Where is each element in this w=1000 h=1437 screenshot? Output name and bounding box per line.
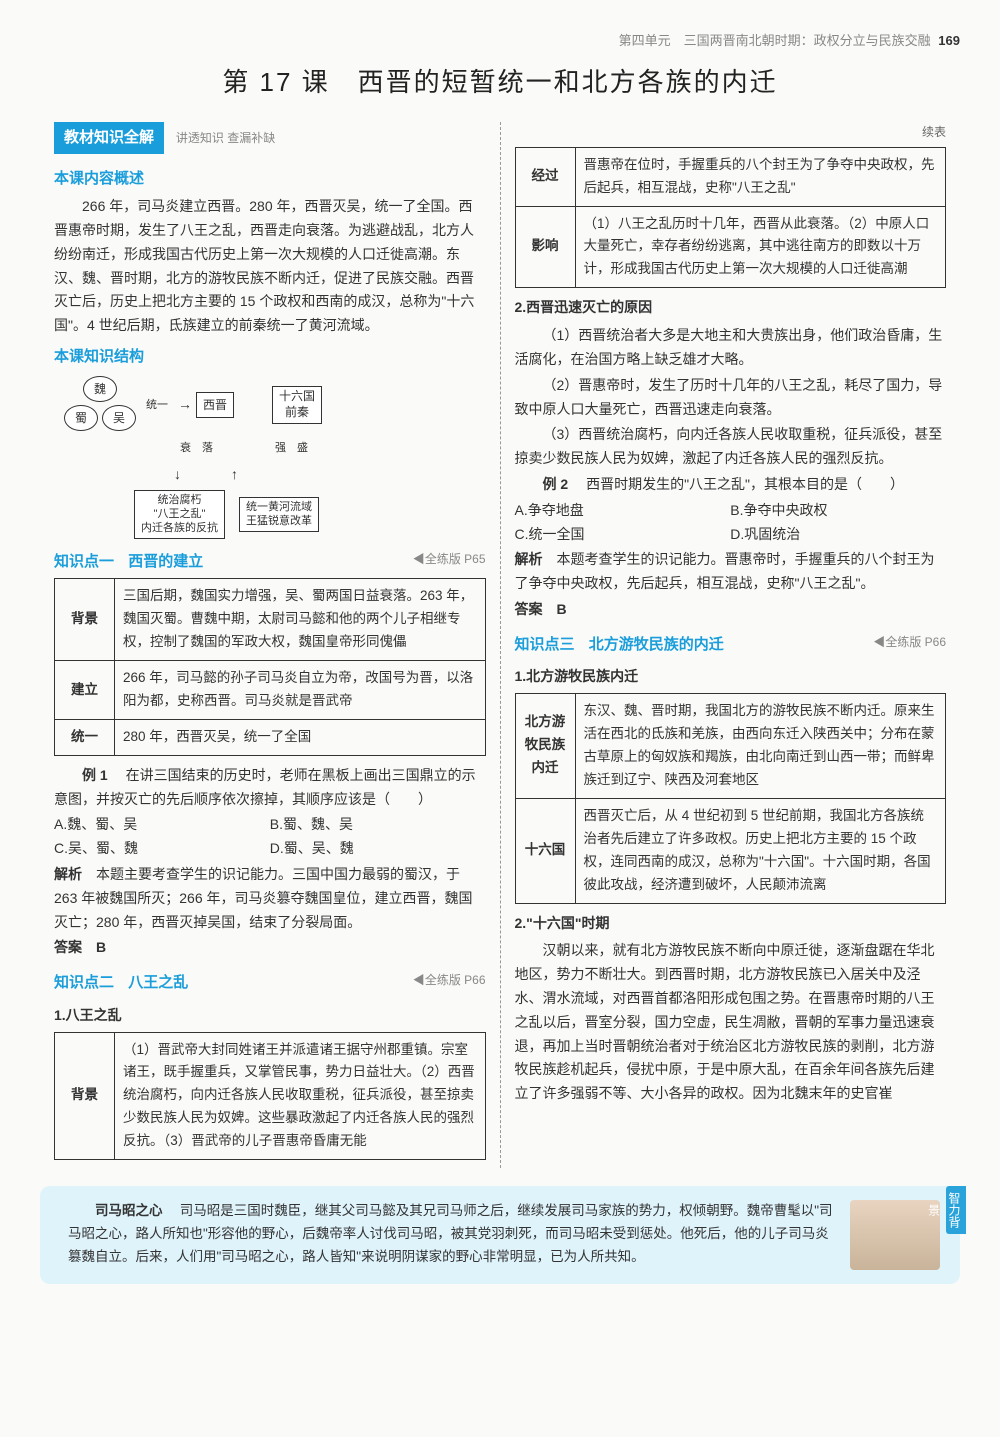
table-row: 背景（1）晋武帝大封同姓诸王并派遣诸王据守州郡重镇。宗室诸王，既手握重兵，又掌管…	[55, 1032, 486, 1160]
kp1-title: 西晋的建立	[128, 553, 203, 570]
ex2-opt-a: A.争夺地盘	[515, 499, 731, 523]
knowledge-point-2: 知识点二 八王之乱 ◀全练版 P66	[54, 970, 486, 996]
ex2-opt-b: B.争夺中央政权	[730, 499, 946, 523]
section-tag: 教材知识全解	[54, 122, 164, 154]
sub3a-title: 1.北方游牧民族内迁	[515, 665, 947, 689]
table-row: 经过晋惠帝在位时，手握重兵的八个封王为了争夺中央政权，先后起兵，相互混战，史称"…	[515, 147, 946, 206]
ex1-opt-c: C.吴、蜀、魏	[54, 837, 270, 861]
table-row: 十六国西晋灭亡后，从 4 世纪初到 5 世纪前期，我国北方各族统治者先后建立了许…	[515, 798, 946, 903]
kp2-ref: ◀全练版 P66	[413, 970, 486, 990]
table-row: 背景三国后期，魏国实力增强，吴、蜀两国日益衰落。263 年，魏国灭蜀。曹魏中期，…	[55, 579, 486, 661]
ex2-analysis: 解析 本题考查学生的识记能力。晋惠帝时，手握重兵的八个封王为了争夺中央政权，先后…	[515, 548, 947, 596]
ex1-options: A.魏、蜀、吴 B.蜀、魏、吴 C.吴、蜀、魏 D.蜀、吴、魏	[54, 813, 486, 861]
label-qiangsheng: 强 盛	[275, 439, 308, 458]
arrow-up-icon: ↑	[231, 463, 238, 487]
ex2-answer: 答案 B	[515, 598, 947, 622]
table-3: 北方游牧民族内迁东汉、魏、晋时期，我国北方的游牧民族不断内迁。原来生活在西北的氐…	[515, 693, 947, 904]
table-row: 统一280 年，西晋灭吴，统一了全国	[55, 719, 486, 755]
sub2-title: 1.八王之乱	[54, 1004, 486, 1028]
overview-title: 本课内容概述	[54, 166, 486, 192]
ex2-options: A.争夺地盘 B.争夺中央政权 C.统一全国 D.巩固统治	[515, 499, 947, 547]
node-xijin: 西晋	[196, 392, 234, 418]
label-shuailuo: 衰 落	[180, 439, 213, 458]
sub2b-title: 2.西晋迅速灭亡的原因	[515, 296, 947, 320]
unit-label: 第四单元 三国两晋南北朝时期：政权分立与民族交融	[619, 33, 931, 48]
ex1-label: 例 1	[82, 767, 108, 783]
ex1-stem: 在讲三国结束的历史时，老师在黑板上画出三国鼎立的示意图，并按灭亡的先后顺序依次擦…	[54, 767, 476, 807]
kp2-title: 八王之乱	[128, 974, 188, 991]
label-tongyi: 统一	[146, 396, 168, 415]
structure-diagram: 魏 蜀 吴 统一 → 西晋 十六国 前秦 衰 落 强 盛 ↓ ↑	[64, 376, 486, 539]
table-row: 影响（1）八王之乱历时十几年，西晋从此衰落。（2）中原人口大量死亡，幸存者纷纷逃…	[515, 206, 946, 288]
ex1-opt-d: D.蜀、吴、魏	[270, 837, 486, 861]
node-left-box: 统治腐朽 "八王之乱" 内迁各族的反抗	[134, 490, 225, 539]
arrow-icon: →	[178, 393, 192, 417]
overview-body: 266 年，司马炎建立西晋。280 年，西晋灭吴，统一了全国。西晋惠帝时期，发生…	[54, 195, 486, 338]
continued-label: 续表	[515, 122, 947, 142]
kp3-title: 北方游牧民族的内迁	[589, 636, 724, 653]
example-1: 例 1 在讲三国结束的历史时，老师在黑板上画出三国鼎立的示意图，并按灭亡的先后顺…	[54, 764, 486, 812]
table-2: 背景（1）晋武帝大封同姓诸王并派遣诸王据守州郡重镇。宗室诸王，既手握重兵，又掌管…	[54, 1032, 486, 1161]
node-right-box: 统一黄河流域 王猛锐意改革	[239, 497, 319, 532]
table-row: 建立266 年，司马懿的孙子司马炎自立为帝，改国号为晋，以洛阳为都，史称西晋。司…	[55, 661, 486, 720]
structure-title: 本课知识结构	[54, 344, 486, 370]
reason-2: （2）晋惠帝时，发生了历时十几年的八王之乱，耗尽了国力，导致中原人口大量死亡，西…	[515, 374, 947, 422]
example-2: 例 2 西晋时期发生的"八王之乱"，其根本目的是（ ）	[515, 473, 947, 497]
ex1-opt-b: B.蜀、魏、吴	[270, 813, 486, 837]
kp1-label: 知识点一	[54, 553, 114, 570]
reason-1: （1）西晋统治者大多是大地主和大贵族出身，他们政治昏庸，生活腐化，在治国方略上缺…	[515, 324, 947, 372]
table-1: 背景三国后期，魏国实力增强，吴、蜀两国日益衰落。263 年，魏国灭蜀。曹魏中期，…	[54, 578, 486, 756]
kp3-label: 知识点三	[515, 636, 575, 653]
footer-box: 司马昭之心 司马昭是三国时魏臣，继其父司马懿及其兄司马师之后，继续发展司马家族的…	[40, 1186, 960, 1284]
ex2-stem: 西晋时期发生的"八王之乱"，其根本目的是（ ）	[586, 476, 904, 492]
ex1-opt-a: A.魏、蜀、吴	[54, 813, 270, 837]
arrow-down-icon: ↓	[174, 463, 181, 487]
side-tab: 智力背景	[946, 1186, 966, 1234]
footer-text: 司马昭之心 司马昭是三国时魏臣，继其父司马懿及其兄司马师之后，继续发展司马家族的…	[68, 1200, 834, 1270]
kp1-ref: ◀全练版 P65	[413, 549, 486, 569]
ex2-opt-d: D.巩固统治	[730, 523, 946, 547]
footer-body: 司马昭是三国时魏臣，继其父司马懿及其兄司马师之后，继续发展司马家族的势力，权倾朝…	[68, 1203, 833, 1264]
table-row: 北方游牧民族内迁东汉、魏、晋时期，我国北方的游牧民族不断内迁。原来生活在西北的氐…	[515, 694, 946, 799]
right-column: 续表 经过晋惠帝在位时，手握重兵的八个封王为了争夺中央政权，先后起兵，相互混战，…	[501, 122, 961, 1168]
page-number: 169	[938, 33, 960, 48]
reason-3: （3）西晋统治腐朽，向内迁各族人民收取重税，征兵派役，甚至掠卖少数民族人民为奴婢…	[515, 423, 947, 471]
ex2-label: 例 2	[543, 476, 569, 492]
table-2b: 经过晋惠帝在位时，手握重兵的八个封王为了争夺中央政权，先后起兵，相互混战，史称"…	[515, 147, 947, 289]
kp2-label: 知识点二	[54, 974, 114, 991]
sub3b-title: 2."十六国"时期	[515, 912, 947, 936]
section-subtitle: 讲透知识 查漏补缺	[176, 131, 275, 145]
node-wei: 魏	[83, 376, 117, 402]
left-column: 教材知识全解 讲透知识 查漏补缺 本课内容概述 266 年，司马炎建立西晋。28…	[40, 122, 501, 1168]
knowledge-point-3: 知识点三 北方游牧民族的内迁 ◀全练版 P66	[515, 632, 947, 658]
knowledge-point-1: 知识点一 西晋的建立 ◀全练版 P65	[54, 549, 486, 575]
node-shu: 蜀	[64, 405, 98, 431]
para-3b: 汉朝以来，就有北方游牧民族不断向中原迁徙，逐渐盘踞在华北地区，势力不断壮大。到西…	[515, 939, 947, 1106]
page-header: 第四单元 三国两晋南北朝时期：政权分立与民族交融 169	[40, 30, 960, 52]
lesson-title: 第 17 课 西晋的短暂统一和北方各族的内迁	[40, 60, 960, 104]
ex2-opt-c: C.统一全国	[515, 523, 731, 547]
node-wu: 吴	[102, 405, 136, 431]
kp3-ref: ◀全练版 P66	[873, 632, 946, 652]
ex1-answer: 答案 B	[54, 936, 486, 960]
node-shiliu: 十六国 前秦	[272, 386, 322, 423]
footer-title: 司马昭之心	[95, 1203, 163, 1218]
ex1-analysis: 解析 本题主要考查学生的识记能力。三国中国力最弱的蜀汉，于 263 年被魏国所灭…	[54, 863, 486, 934]
